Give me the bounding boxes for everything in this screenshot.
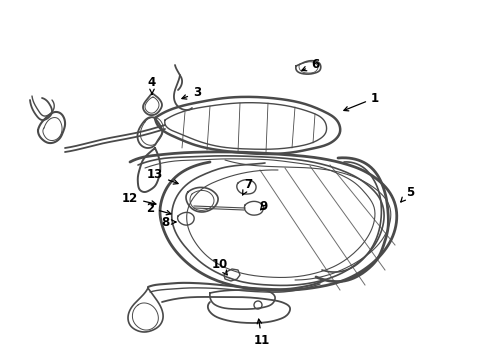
Text: 4: 4 <box>147 76 156 94</box>
Text: 13: 13 <box>146 168 178 184</box>
Text: 12: 12 <box>122 192 156 205</box>
Text: 7: 7 <box>242 179 251 195</box>
Text: 6: 6 <box>301 58 319 72</box>
Text: 3: 3 <box>182 86 201 99</box>
Text: 11: 11 <box>253 319 269 346</box>
Text: 1: 1 <box>343 91 378 111</box>
Text: 10: 10 <box>211 258 228 275</box>
Text: 5: 5 <box>400 185 413 202</box>
Text: 8: 8 <box>161 216 176 229</box>
Text: 9: 9 <box>258 201 266 213</box>
Text: 2: 2 <box>145 202 171 215</box>
